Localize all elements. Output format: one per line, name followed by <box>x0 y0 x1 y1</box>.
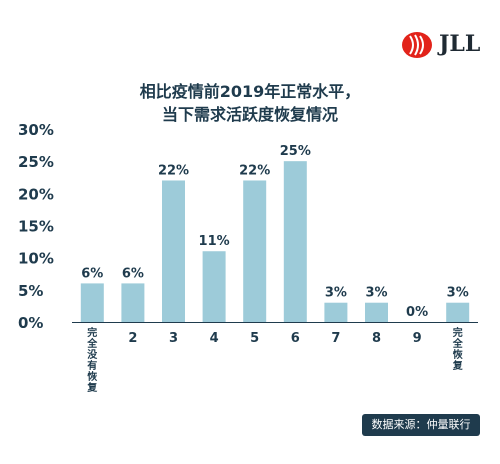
bar <box>202 251 226 322</box>
bar-value-label: 0% <box>406 305 428 320</box>
bar <box>446 302 470 322</box>
y-tick-label: 15% <box>18 218 54 236</box>
value-labels: 6% 6% 22% 11% 22% 25% 3% 3% 0% 3% <box>81 144 468 320</box>
x-axis-labels: 完全没有恢复 2 3 4 5 6 7 8 9 完全恢复 <box>86 326 463 394</box>
x-tick-label: 7 <box>331 331 340 346</box>
y-tick-label: 0% <box>18 314 43 332</box>
x-tick-label: 完全恢复 <box>452 326 464 372</box>
chart-title-line-2: 当下需求活跃度恢复情况 <box>161 105 338 124</box>
bar <box>121 283 145 322</box>
chart-title-line-1: 相比疫情前2019年正常水平， <box>139 82 361 101</box>
x-tick-label: 2 <box>128 331 137 346</box>
bar-value-label: 11% <box>199 234 230 249</box>
bar-value-label: 22% <box>158 163 189 178</box>
bar <box>243 180 267 322</box>
bars <box>80 161 470 322</box>
y-tick-label: 25% <box>18 153 54 171</box>
bar <box>365 302 388 322</box>
bar-value-label: 6% <box>122 266 144 281</box>
x-tick-label: 完全没有恢复 <box>86 326 98 394</box>
x-tick-label: 4 <box>210 331 219 346</box>
jll-logo-text: JLL <box>439 31 481 57</box>
y-tick-label: 30% <box>18 121 54 139</box>
bar-value-label: 25% <box>280 144 311 159</box>
jll-logo: JLL <box>401 30 481 60</box>
y-axis: 30% 25% 20% 15% 10% 5% 0% <box>18 121 54 332</box>
bar-value-label: 22% <box>239 163 270 178</box>
y-tick-label: 20% <box>18 185 54 203</box>
x-tick-label: 3 <box>169 331 178 346</box>
x-tick-label: 8 <box>372 331 381 346</box>
jll-logo-icon <box>402 32 432 58</box>
y-tick-label: 5% <box>18 282 43 300</box>
bar <box>162 180 185 322</box>
bar <box>324 302 348 322</box>
x-tick-label: 5 <box>250 331 259 346</box>
y-tick-label: 10% <box>18 250 54 268</box>
x-tick-label: 9 <box>413 331 422 346</box>
bar-value-label: 3% <box>447 286 469 301</box>
bar <box>283 161 307 322</box>
bar-value-label: 3% <box>325 286 347 301</box>
bar <box>80 283 104 322</box>
bar-value-label: 3% <box>365 286 387 301</box>
x-tick-label: 6 <box>291 331 300 346</box>
bar-value-label: 6% <box>81 266 103 281</box>
source-badge: 数据来源：仲量联行 <box>362 414 480 436</box>
